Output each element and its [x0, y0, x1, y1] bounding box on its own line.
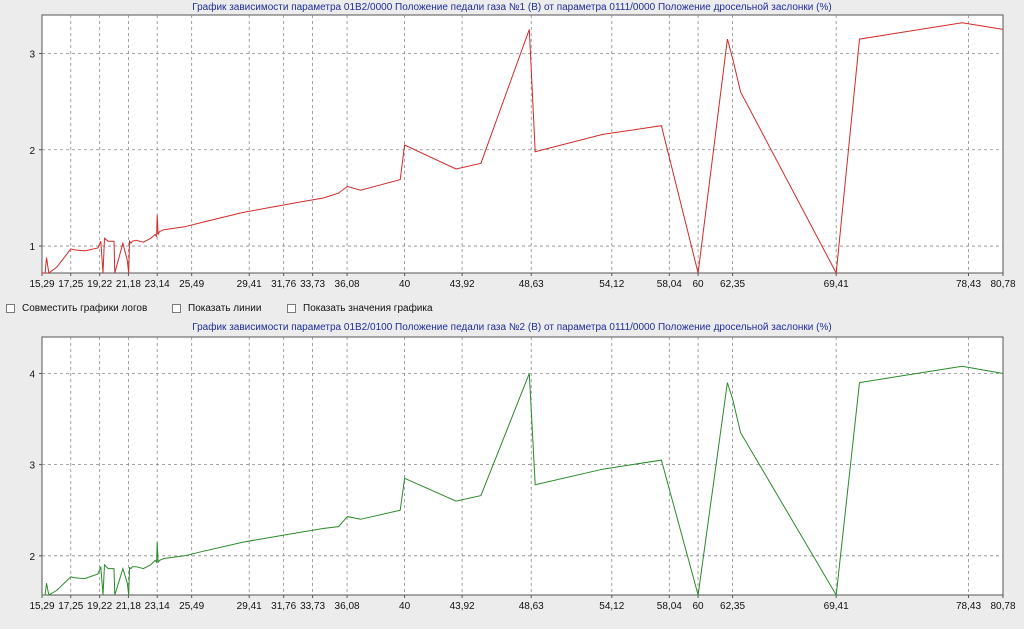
- x-tick-label: 31,76: [271, 601, 296, 612]
- plot-area: [41, 14, 1004, 274]
- show-values-label: Показать значения графика: [303, 303, 433, 314]
- x-tick-label: 58,04: [657, 601, 682, 612]
- x-tick-label: 62,35: [720, 601, 745, 612]
- x-tick-label: 80,78: [990, 601, 1015, 612]
- show-values-checkbox[interactable]: [287, 304, 296, 313]
- x-tick-label: 31,76: [271, 279, 296, 290]
- show-lines-label: Показать линии: [188, 303, 262, 314]
- y-tick-label: 2: [29, 552, 35, 563]
- x-tick-label: 69,41: [824, 601, 849, 612]
- x-tick-label: 21,18: [116, 601, 141, 612]
- x-tick-label: 58,04: [657, 279, 682, 290]
- combine-logs-label: Совместить графики логов: [22, 303, 148, 314]
- x-tick-label: 17,25: [58, 601, 83, 612]
- show-lines-option[interactable]: Показать линии: [172, 303, 261, 314]
- x-tick-label: 15,29: [29, 279, 54, 290]
- x-tick-label: 25,49: [179, 601, 204, 612]
- x-tick-label: 21,18: [116, 279, 141, 290]
- x-tick-label: 78,43: [956, 279, 981, 290]
- plot-area: [41, 336, 1004, 596]
- x-tick-label: 29,41: [237, 601, 262, 612]
- x-tick-label: 78,43: [956, 601, 981, 612]
- show-lines-checkbox[interactable]: [172, 304, 181, 313]
- x-tick-label: 15,29: [29, 601, 54, 612]
- series-line: [42, 365, 1004, 597]
- show-values-option[interactable]: Показать значения графика: [287, 303, 433, 314]
- chart-title: График зависимости параметра 01B2/0000 П…: [192, 2, 832, 13]
- x-tick-label: 40: [399, 601, 411, 612]
- x-tick-label: 62,35: [720, 279, 745, 290]
- x-tick-label: 19,22: [87, 279, 112, 290]
- y-tick-label: 3: [29, 50, 35, 61]
- x-tick-label: 60: [693, 601, 705, 612]
- chart-panel-pedal-1: График зависимости параметра 01B2/0000 П…: [0, 0, 1024, 296]
- x-tick-label: 54,12: [599, 601, 624, 612]
- x-tick-label: 60: [693, 279, 705, 290]
- y-tick-label: 2: [29, 146, 35, 157]
- x-tick-label: 48,63: [519, 279, 544, 290]
- y-tick-label: 4: [29, 369, 35, 380]
- x-tick-label: 80,78: [990, 279, 1015, 290]
- x-tick-label: 54,12: [599, 279, 624, 290]
- y-tick-label: 3: [29, 461, 35, 472]
- x-tick-label: 36,08: [335, 601, 360, 612]
- x-tick-label: 23,14: [145, 279, 170, 290]
- x-tick-label: 33,73: [300, 279, 325, 290]
- x-tick-label: 40: [399, 279, 411, 290]
- series-line: [42, 22, 1004, 275]
- combine-logs-option[interactable]: Совместить графики логов: [6, 303, 147, 314]
- chart-pedal-2: 15,29 17,25 19,22 21,18 23,14 25,49 29,41 31,76…: [29, 336, 1016, 612]
- x-tick-label: 33,73: [300, 601, 325, 612]
- x-tick-label: 48,63: [519, 601, 544, 612]
- x-tick-label: 43,92: [450, 601, 475, 612]
- x-tick-label: 43,92: [450, 279, 475, 290]
- chart-title: График зависимости параметра 01B2/0100 П…: [192, 322, 832, 333]
- x-tick-label: 17,25: [58, 279, 83, 290]
- x-tick-label: 23,14: [145, 601, 170, 612]
- x-tick-label: 36,08: [335, 279, 360, 290]
- x-tick-label: 29,41: [237, 279, 262, 290]
- options-bar: Совместить графики логов Показать линии …: [0, 298, 1024, 322]
- x-tick-label: 19,22: [87, 601, 112, 612]
- combine-logs-checkbox[interactable]: [6, 304, 15, 313]
- y-tick-label: 1: [29, 242, 35, 253]
- chart-pedal-1: 15,29 17,25 19,22 21,18 23,14 25,49 29,41 31,76…: [29, 14, 1016, 290]
- x-tick-label: 25,49: [179, 279, 204, 290]
- chart-panel-pedal-2: График зависимости параметра 01B2/0100 П…: [0, 320, 1024, 629]
- x-tick-label: 69,41: [824, 279, 849, 290]
